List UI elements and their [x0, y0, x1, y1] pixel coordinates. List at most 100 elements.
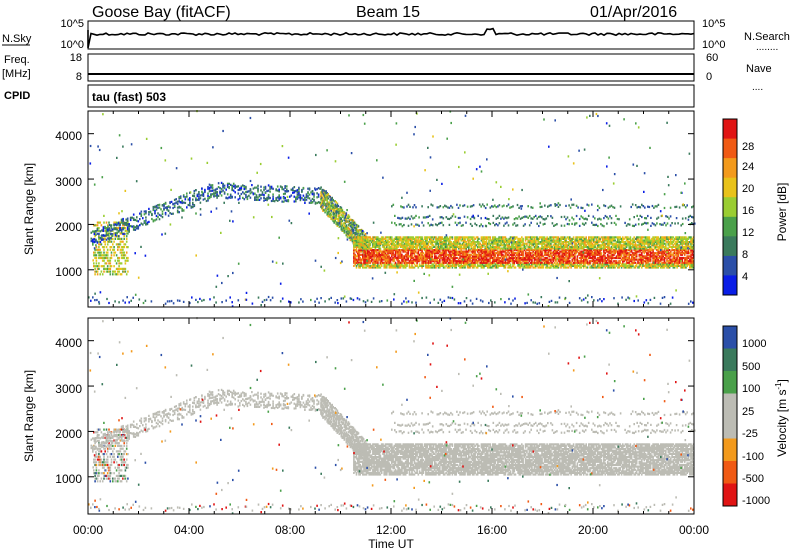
power-cell [386, 245, 388, 248]
power-cell [420, 239, 422, 242]
power-cell [425, 244, 427, 247]
power-cell [397, 253, 399, 256]
power-cell [380, 252, 383, 255]
power-cell [157, 215, 159, 219]
power-cell [404, 244, 407, 247]
power-cell [450, 242, 452, 245]
power-cell [396, 266, 398, 269]
power-cell [359, 261, 361, 264]
power-cell [375, 241, 378, 244]
power-cell [109, 259, 112, 262]
power-cell [449, 253, 451, 256]
power-cell [360, 263, 363, 266]
power-cell [404, 239, 407, 242]
power-cell [343, 217, 346, 220]
power-cell [192, 198, 194, 201]
power-cell [105, 234, 108, 237]
power-cell [110, 265, 113, 268]
power-cell [433, 260, 436, 263]
power-cell [114, 232, 117, 235]
power-cell [123, 251, 125, 254]
power-cell [307, 195, 309, 198]
power-cell [367, 241, 369, 244]
power-cell [439, 241, 441, 244]
power-cell [470, 244, 473, 247]
power-cell [323, 191, 325, 194]
power-cell [102, 226, 105, 229]
power-cell [284, 185, 286, 188]
power-cell [223, 184, 226, 187]
power-cell [178, 196, 180, 199]
power-cell [373, 252, 375, 255]
power-cell [186, 195, 188, 198]
power-cell [454, 241, 456, 244]
power-cell [387, 236, 389, 239]
power-cell [415, 256, 417, 260]
power-cell [129, 225, 132, 228]
power-cell [337, 223, 340, 226]
power-cell [122, 222, 124, 225]
power-cell [450, 250, 452, 253]
power-cell [377, 264, 379, 267]
power-cell [474, 263, 476, 266]
power-cell [418, 263, 421, 266]
power-cell [379, 266, 382, 269]
power-cell [365, 245, 368, 248]
power-cell [412, 261, 415, 264]
power-cell [421, 263, 423, 266]
power-cell [468, 245, 470, 248]
power-cell [356, 253, 359, 256]
power-cell [464, 266, 466, 269]
power-cell [103, 251, 105, 254]
power-cell [426, 255, 428, 258]
power-cell [416, 258, 418, 261]
power-cell [115, 227, 118, 230]
power-cell [457, 245, 460, 248]
power-cell [372, 237, 374, 240]
power-cell [96, 221, 99, 224]
power-cell [137, 227, 140, 230]
power-cell [451, 236, 454, 239]
power-cell [411, 239, 413, 242]
power-cell [474, 256, 476, 260]
frequency-panel-frame [87, 53, 695, 82]
power-cell [387, 261, 389, 264]
power-cell [423, 249, 426, 252]
power-cell [95, 240, 97, 243]
power-cell [392, 253, 394, 256]
noise-left-tick-top: 10^5 [60, 18, 84, 30]
power-cell [231, 185, 233, 189]
power-cell [360, 260, 363, 263]
power-cell [382, 245, 384, 248]
power-cell [118, 259, 120, 262]
power-cell [452, 260, 455, 263]
power-cell [407, 255, 409, 258]
power-cell [145, 210, 147, 213]
power-cell [355, 226, 358, 229]
power-cell [455, 237, 457, 240]
power-cell [126, 217, 129, 220]
power-cell [470, 260, 473, 263]
power-cell [420, 247, 422, 250]
power-cell [404, 253, 407, 256]
power-cell [369, 261, 372, 264]
power-cell [96, 270, 99, 273]
power-cell [316, 188, 318, 191]
power-cell [208, 190, 211, 193]
power-cell [106, 254, 109, 257]
power-cell [272, 195, 274, 198]
power-cell [377, 255, 379, 258]
power-cell [418, 245, 421, 248]
power-cell [454, 260, 456, 263]
power-cell [353, 247, 355, 250]
power-cell [104, 234, 106, 237]
power-cell [423, 260, 426, 263]
power-cell [389, 266, 392, 269]
power-cell [120, 219, 123, 222]
power-cell [363, 239, 365, 242]
power-cell [108, 223, 111, 227]
power-cell [336, 207, 339, 210]
power-cell [370, 250, 373, 253]
power-cell [182, 195, 185, 198]
power-cell [427, 242, 430, 245]
